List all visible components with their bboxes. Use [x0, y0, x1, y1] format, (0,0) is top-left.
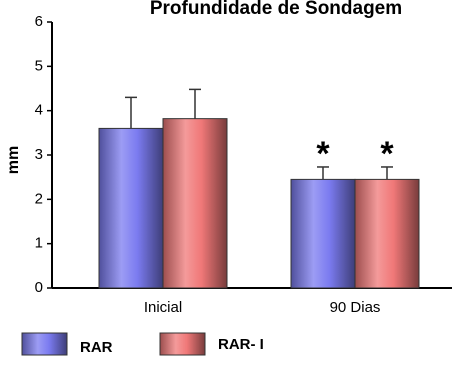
legend-swatch	[21, 332, 68, 356]
y-tick-label: 5	[35, 57, 43, 74]
y-tick-label: 0	[35, 279, 43, 296]
y-tick-label: 4	[35, 102, 43, 119]
annotation: *	[380, 135, 394, 173]
bar	[290, 178, 356, 289]
annotation: *	[316, 135, 330, 173]
chart-title: Profundidade de Sondagem	[150, 0, 402, 19]
bar	[162, 118, 228, 289]
x-tick-label: 90 Dias	[330, 299, 381, 316]
legend-swatch	[159, 332, 206, 356]
x-tick-label: Inicial	[144, 299, 182, 316]
bar	[354, 178, 420, 289]
y-tick-label: 6	[35, 13, 43, 30]
y-tick-label: 1	[35, 235, 43, 252]
bar	[98, 127, 164, 289]
y-tick-label: 3	[35, 146, 43, 163]
y-tick-label: 2	[35, 190, 43, 207]
legend-label: RAR	[80, 339, 113, 356]
legend-label: RAR- I	[218, 336, 264, 353]
y-axis-label: mm	[5, 146, 22, 174]
